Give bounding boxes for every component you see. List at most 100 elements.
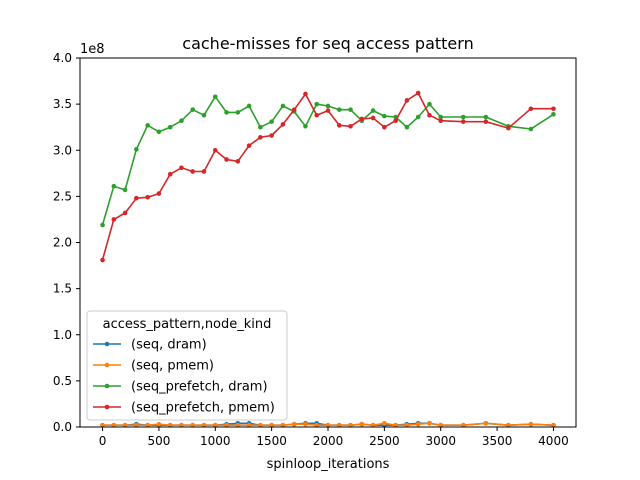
x-tick-label: 4000: [538, 434, 569, 448]
data-point: [359, 116, 365, 122]
data-point: [100, 222, 105, 228]
data-point: [156, 129, 162, 135]
data-point: [460, 114, 466, 120]
data-point: [415, 421, 421, 427]
y-tick-label: 3.0: [53, 143, 72, 157]
data-point: [314, 101, 320, 107]
data-point: [111, 422, 117, 428]
data-point: [122, 187, 128, 193]
x-tick-label: 0: [99, 434, 107, 448]
data-point: [269, 133, 274, 138]
series-3: [100, 90, 556, 263]
data-point: [291, 421, 297, 427]
legend-marker: [104, 383, 110, 389]
data-point: [224, 157, 229, 162]
data-point: [246, 143, 252, 148]
data-point: [201, 112, 207, 118]
data-point: [156, 421, 162, 427]
data-point: [100, 257, 105, 263]
data-point: [460, 119, 466, 124]
data-point: [269, 119, 274, 124]
plot-frame: [79, 57, 577, 428]
x-tick-label: 3500: [482, 434, 513, 448]
data-point: [551, 111, 556, 117]
data-point: [134, 422, 139, 428]
y-offset-label: 1e8: [80, 42, 105, 57]
series-layer: [100, 90, 556, 428]
y-tick-label: 1.5: [53, 282, 72, 296]
data-point: [483, 119, 489, 124]
legend-label: (seq_prefetch, dram): [131, 380, 268, 395]
data-point: [382, 421, 387, 426]
data-point: [370, 422, 376, 428]
data-point: [100, 422, 105, 428]
series-2: [100, 94, 556, 228]
x-tick-label: 1500: [256, 434, 287, 448]
data-point: [336, 422, 342, 428]
legend-title: access_pattern,node_kind: [103, 317, 272, 332]
data-point: [291, 107, 297, 112]
data-point: [483, 114, 489, 120]
data-point: [122, 422, 128, 428]
data-point: [212, 147, 218, 153]
data-point: [179, 118, 184, 124]
data-point: [438, 114, 444, 120]
chart-title: cache-misses for seq access pattern: [182, 34, 473, 53]
data-point: [314, 422, 320, 428]
data-point: [190, 169, 196, 174]
data-point: [258, 135, 263, 140]
y-tick-label: 4.0: [53, 51, 72, 65]
data-point: [404, 98, 410, 103]
data-point: [167, 171, 173, 177]
data-point: [280, 103, 286, 109]
data-point: [179, 165, 184, 171]
data-point: [167, 124, 173, 130]
legend-item: (seq_prefetch, pmem): [93, 401, 275, 416]
data-point: [325, 108, 331, 113]
x-axis-label: spinloop_iterations: [267, 457, 390, 472]
data-point: [179, 422, 184, 428]
data-point: [235, 159, 241, 164]
data-point: [393, 422, 398, 428]
data-point: [427, 421, 432, 426]
data-point: [246, 103, 252, 109]
legend-label: (seq, pmem): [131, 359, 214, 374]
data-point: [280, 422, 286, 428]
data-point: [190, 422, 196, 428]
data-point: [427, 101, 432, 107]
data-point: [111, 183, 117, 189]
data-point: [438, 422, 444, 428]
legend-marker: [104, 341, 110, 347]
data-point: [235, 422, 241, 428]
data-point: [336, 123, 342, 128]
y-tick-label: 1.0: [53, 328, 72, 342]
x-tick-label: 500: [147, 434, 170, 448]
data-point: [506, 125, 511, 131]
legend-label: (seq_prefetch, pmem): [131, 401, 275, 416]
data-point: [359, 421, 365, 427]
legend: access_pattern,node_kind (seq, dram)(seq…: [86, 310, 288, 421]
x-tick-label: 3000: [425, 434, 456, 448]
x-axis-ticks: 0 500 1000 1500 2000 2500 3000 3500 4000: [99, 427, 569, 448]
data-point: [393, 118, 398, 124]
x-tick-label: 2500: [369, 434, 400, 448]
data-point: [336, 107, 342, 112]
data-point: [427, 112, 432, 118]
data-point: [348, 123, 353, 129]
data-point: [303, 421, 308, 427]
data-point: [246, 422, 252, 428]
y-tick-label: 0.0: [53, 420, 72, 434]
data-point: [235, 110, 241, 115]
data-point: [506, 422, 511, 428]
legend-marker: [104, 362, 110, 368]
data-point: [348, 107, 353, 112]
data-point: [528, 106, 534, 112]
legend-marker: [104, 404, 110, 410]
data-point: [212, 422, 218, 428]
data-point: [314, 112, 320, 118]
data-point: [370, 108, 376, 113]
legend-item: (seq, pmem): [93, 359, 214, 374]
legend-items: (seq, dram) (seq, pmem) (seq_prefetch, dra…: [93, 338, 275, 416]
series-1: [100, 421, 556, 428]
data-point: [370, 115, 376, 121]
